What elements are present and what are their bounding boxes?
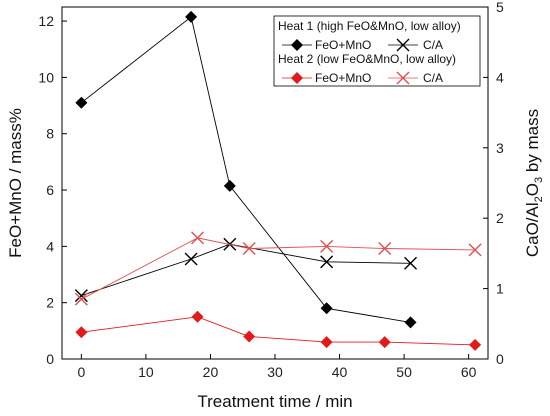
data-point-heat1_feo <box>223 179 236 192</box>
y-right-title-part-3: by mass <box>523 109 542 177</box>
x-tick-label: 10 <box>138 364 154 380</box>
y-right-title-part-1: CaO/Al <box>523 202 542 257</box>
legend-heat1-title: Heat 1 (high FeO&MnO, low alloy) <box>278 19 461 33</box>
data-point-heat1_feo <box>404 316 417 329</box>
series-line-heat2_ca <box>81 237 476 300</box>
legend-heat2-ca-label: C/A <box>423 71 443 85</box>
y-left-tick-label: 2 <box>46 295 54 311</box>
x-tick-label: 0 <box>77 364 85 380</box>
data-point-heat1_feo <box>75 96 88 109</box>
data-point-heat1_ca <box>320 255 334 269</box>
x-tick-label: 50 <box>396 364 412 380</box>
data-point-heat2_ca <box>242 241 256 255</box>
legend-heat1-feo-label: FeO+MnO <box>315 38 371 52</box>
data-point-heat2_feo <box>378 336 391 349</box>
data-point-heat1_ca <box>184 252 198 266</box>
y-left-tick-label: 0 <box>46 351 54 367</box>
x-tick-label: 20 <box>203 364 219 380</box>
plot-frame <box>61 6 489 360</box>
data-point-heat2_ca <box>191 231 205 245</box>
y-right-tick-label: 4 <box>496 69 504 85</box>
legend-heat1-feo-marker <box>291 39 303 51</box>
y-left-axis-title: FeO+MnO / mass% <box>6 108 25 258</box>
x-tick-label: 40 <box>332 364 348 380</box>
y-right-title-sub-1: 2 <box>533 196 545 202</box>
series-line-heat2_feo <box>81 316 476 346</box>
legend-heat2-feo-label: FeO+MnO <box>315 71 371 85</box>
data-point-heat2_feo <box>243 330 256 343</box>
legend-heat2-ca-marker <box>396 71 410 85</box>
legend-box <box>273 15 481 87</box>
data-point-heat1_feo <box>185 10 198 23</box>
y-right-axis-title: CaO/Al2O3 by mass <box>523 109 545 257</box>
legend: Heat 1 (high FeO&MnO, low alloy) FeO+MnO… <box>273 15 481 87</box>
data-point-heat2_feo <box>191 310 204 323</box>
legend-heat2-title: Heat 2 (low FeO&MnO, low alloy) <box>278 52 456 66</box>
y-left-tick-label: 4 <box>46 238 54 254</box>
data-point-heat1_ca <box>74 289 88 303</box>
data-point-heat2_feo <box>469 338 482 351</box>
legend-heat2-feo-marker <box>291 72 303 84</box>
y-right-tick-label: 3 <box>496 140 504 156</box>
y-left-tick-label: 8 <box>46 126 54 142</box>
data-point-heat2_ca <box>74 292 88 306</box>
y-left-tick-label: 6 <box>46 182 54 198</box>
y-right-title-sub-2: 3 <box>533 177 545 183</box>
y-left-tick-label: 10 <box>38 69 54 85</box>
x-axis-title: Treatment time / min <box>197 392 352 411</box>
y-left-tick-label: 12 <box>38 13 54 29</box>
series-layer <box>74 10 482 351</box>
x-tick-label: 60 <box>461 364 477 380</box>
data-point-heat2_ca <box>468 243 482 257</box>
x-tick-label: 30 <box>267 364 283 380</box>
y-right-tick-label: 1 <box>496 281 504 297</box>
data-point-heat2_ca <box>320 239 334 253</box>
data-point-heat1_ca <box>404 256 418 270</box>
y-right-tick-label: 2 <box>496 210 504 226</box>
y-right-tick-label: 5 <box>496 0 504 15</box>
legend-heat1-ca-marker <box>396 38 410 52</box>
y-right-tick-label: 0 <box>496 351 504 367</box>
data-point-heat1_feo <box>320 302 333 315</box>
data-point-heat2_feo <box>320 336 333 349</box>
y-right-title-part-2: O <box>523 183 542 196</box>
data-point-heat2_ca <box>378 241 392 255</box>
legend-heat1-ca-label: C/A <box>423 38 443 52</box>
data-point-heat2_feo <box>75 326 88 339</box>
